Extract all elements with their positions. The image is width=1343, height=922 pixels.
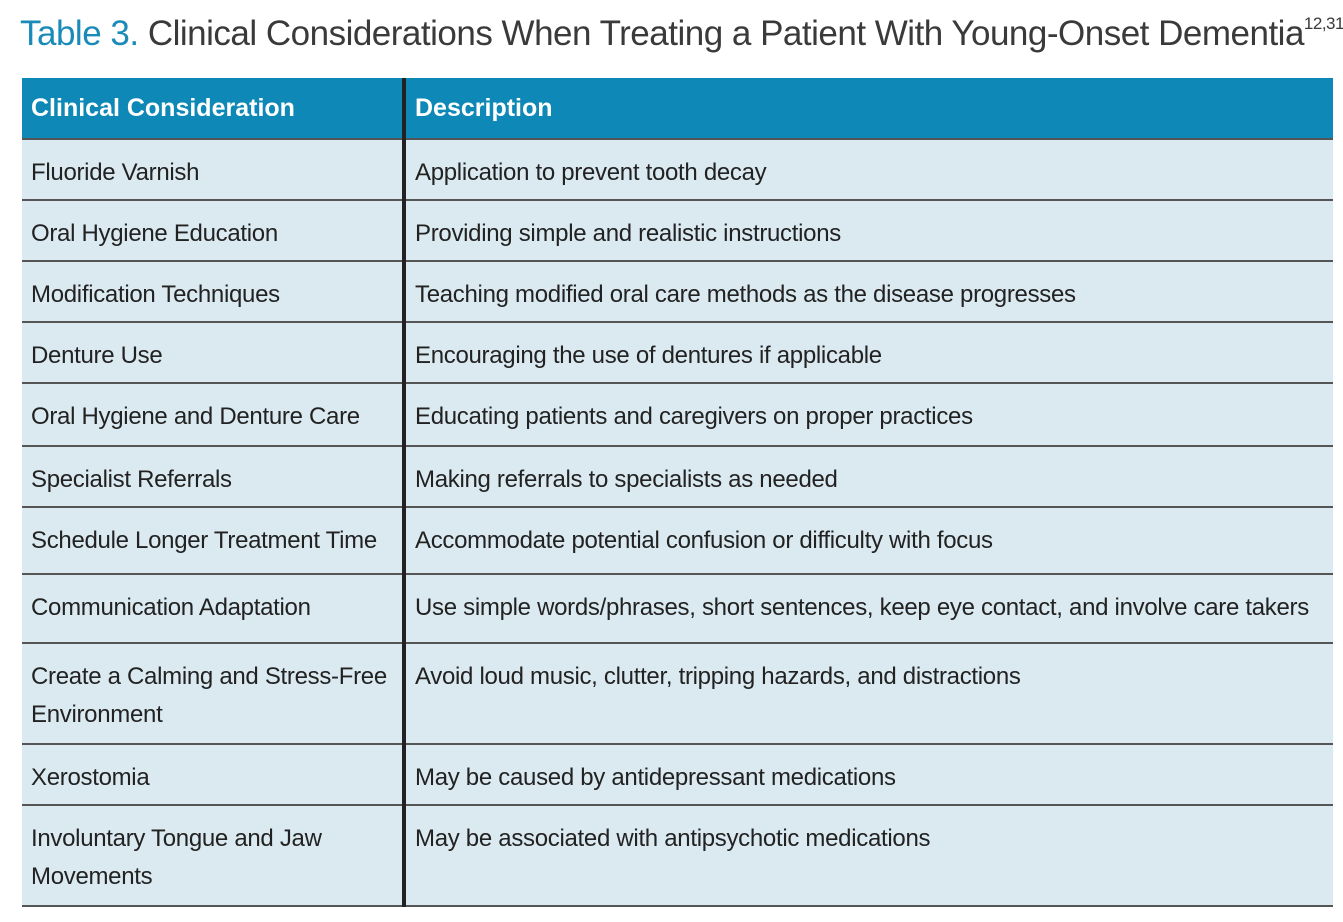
consideration-cell: Modification Techniques: [22, 260, 406, 322]
header-cell: Description: [404, 78, 1333, 139]
table-row: Communication Adaptation Use simple words…: [22, 573, 1333, 643]
table-row: Specialist Referrals Making referrals to …: [22, 445, 1333, 507]
consideration-cell: Schedule Longer Treatment Time: [22, 506, 406, 574]
consideration-cell: Fluoride Varnish: [22, 138, 406, 200]
table-row: Oral Hygiene Education Providing simple a…: [22, 199, 1333, 261]
description-cell: Teaching modified oral care methods as t…: [404, 260, 1333, 322]
consideration-cell: Specialist Referrals: [22, 445, 406, 507]
consideration-cell: Create a Calming and Stress-Free Environ…: [22, 642, 406, 744]
consideration-cell: Denture Use: [22, 321, 406, 383]
table-row: Create a Calming and Stress-Free Environ…: [22, 642, 1333, 744]
description-cell: May be caused by antidepressant medicati…: [404, 743, 1333, 805]
table-row: Modification Techniques Teaching modified…: [22, 260, 1333, 322]
table-row: Involuntary Tongue and Jaw Movements May …: [22, 804, 1333, 907]
table-row: Oral Hygiene and Denture Care Educating p…: [22, 382, 1333, 446]
table-row: Xerostomia May be caused by antidepressan…: [22, 743, 1333, 805]
description-cell: Educating patients and caregivers on pro…: [404, 382, 1333, 446]
description-cell: Avoid loud music, clutter, tripping haza…: [404, 642, 1333, 744]
consideration-cell: Oral Hygiene and Denture Care: [22, 382, 406, 446]
table: Clinical Consideration Description Fluor…: [22, 78, 1333, 907]
description-cell: Application to prevent tooth decay: [404, 138, 1333, 200]
header-cell: Clinical Consideration: [22, 78, 406, 139]
reference: 12,31: [1303, 14, 1343, 33]
table-label: Table 3.: [20, 14, 139, 53]
table-row: Schedule Longer Treatment Time Accommodat…: [22, 506, 1333, 574]
description-cell: May be associated with antipsychotic med…: [404, 804, 1333, 907]
header-row: Clinical Consideration Description: [22, 78, 1333, 139]
title-text: Clinical Considerations When Treating a …: [147, 14, 1305, 53]
consideration-cell: Xerostomia: [22, 743, 406, 805]
consideration-cell: Involuntary Tongue and Jaw Movements: [22, 804, 406, 907]
description-cell: Use simple words/phrases, short sentence…: [404, 573, 1333, 643]
table-row: Fluoride Varnish Application to prevent t…: [22, 138, 1333, 200]
table-title: Table 3. Clinical Considerations When Tr…: [20, 14, 1343, 54]
description-cell: Making referrals to specialists as neede…: [404, 445, 1333, 507]
table-row: Denture Use Encouraging the use of dentur…: [22, 321, 1333, 383]
description-cell: Encouraging the use of dentures if appli…: [404, 321, 1333, 383]
description-cell: Providing simple and realistic instructi…: [404, 199, 1333, 261]
consideration-cell: Communication Adaptation: [22, 573, 406, 643]
description-cell: Accommodate potential confusion or diffi…: [404, 506, 1333, 574]
consideration-cell: Oral Hygiene Education: [22, 199, 406, 261]
